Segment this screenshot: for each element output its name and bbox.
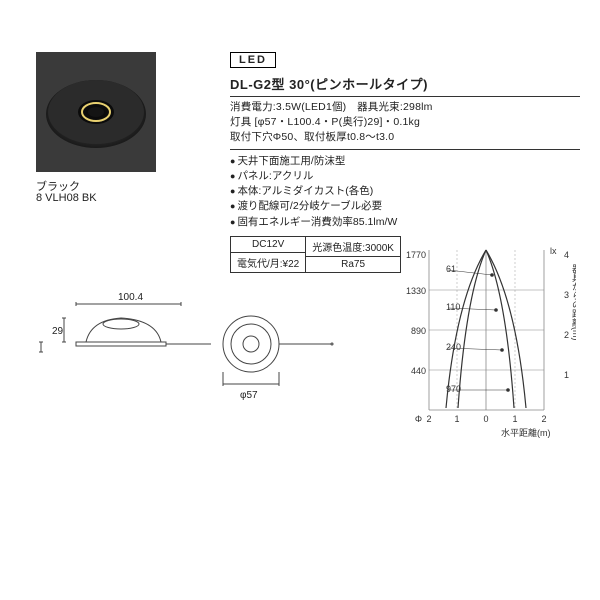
graph-xtick: 0 [483, 414, 488, 424]
feature-item: パネル:アクリル [230, 169, 580, 184]
dim-width: 100.4 [118, 292, 143, 303]
led-badge: LED [230, 52, 276, 68]
graph-right-tick: 1 [564, 370, 569, 380]
graph-xtick: 1 [512, 414, 517, 424]
spec-line-2: 灯具 [φ57・L100.4・P(奥行)29]・0.1kg [230, 115, 580, 130]
graph-xtick: 1 [454, 414, 459, 424]
dim-diameter: φ57 [240, 390, 258, 401]
graph-inner-label: 110 [446, 302, 460, 312]
graph-ytick: 890 [411, 326, 426, 336]
graph-xlabel: 水平距離(m) [501, 427, 551, 438]
photo-code: 8 VLH08 BK [36, 192, 97, 204]
graph-ytick: 1770 [406, 250, 426, 260]
feature-item: 本体:アルミダイカスト(各色) [230, 184, 580, 199]
model-name: DL-G2型 30°(ピンホールタイプ) [230, 74, 580, 93]
graph-xtick: 2 [541, 414, 546, 424]
graph-ytick: 1330 [406, 286, 426, 296]
box-electricity: 電気代/月:¥22 [230, 253, 306, 273]
feature-item: 固有エネルギー消費効率85.1lm/W [230, 215, 580, 230]
graph-phi: Φ [415, 414, 422, 424]
graph-ytick: 440 [411, 366, 426, 376]
spec-line-1: 消費電力:3.5W(LED1個) 器具光束:298lm [230, 100, 580, 115]
feature-list: 天井下面施工用/防沫型 パネル:アクリル 本体:アルミダイカスト(各色) 渡り配… [230, 154, 580, 230]
feature-item: 渡り配線可/2分岐ケーブル必要 [230, 199, 580, 214]
divider-bottom [230, 149, 580, 150]
product-photo-svg [36, 52, 156, 172]
dim-height: 29 [52, 326, 64, 337]
dimension-drawing: 100.4 29 2.5 φ57 [36, 280, 336, 420]
graph-right-tick: 2 [564, 330, 569, 340]
feature-item: 天井下面施工用/防沫型 [230, 154, 580, 169]
graph-right-label: 器具からの距離(m) [571, 264, 576, 341]
graph-inner-label: 240 [446, 342, 461, 352]
graph-right-tick: 3 [564, 290, 569, 300]
spec-line-3: 取付下穴Φ50、取付板厚t0.8〜t3.0 [230, 130, 580, 145]
box-voltage: DC12V [230, 236, 306, 253]
graph-xtick: 2 [426, 414, 431, 424]
light-distribution-graph: 1770 1330 890 440 61 110 240 970 2 1 0 1… [386, 240, 576, 440]
dim-thickness: 2.5 [36, 352, 39, 366]
graph-right-unit: lx [550, 246, 557, 256]
graph-inner-label: 61 [446, 264, 456, 274]
divider-top [230, 96, 580, 97]
graph-right-tick: 4 [564, 250, 569, 260]
graph-inner-label: 970 [446, 384, 461, 394]
product-photo [36, 52, 156, 172]
